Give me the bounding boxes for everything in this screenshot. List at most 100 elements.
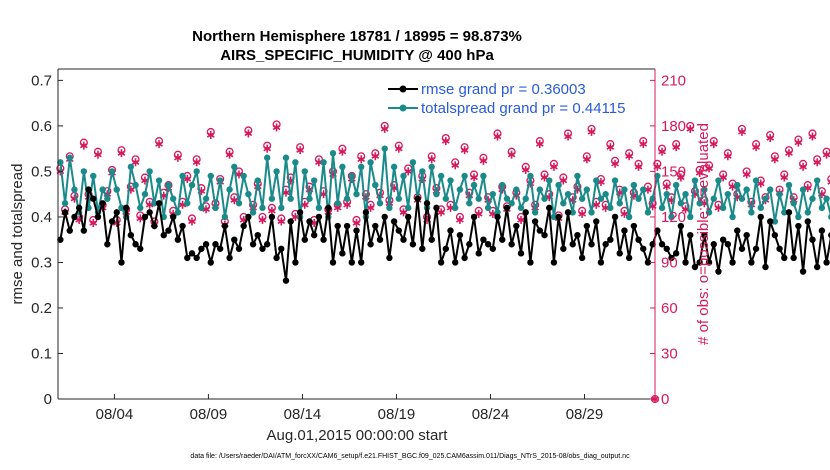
totalspread-point	[442, 195, 450, 202]
obs-evaluated-point	[258, 215, 267, 224]
totalspread-point	[339, 163, 346, 171]
rmse-point	[339, 250, 346, 257]
totalspread-point	[71, 186, 78, 193]
rmse-point	[306, 218, 313, 225]
y-tick-label: 0.1	[31, 345, 52, 362]
totalspread-point	[292, 159, 299, 166]
rmse-point	[738, 245, 746, 252]
rmse-point	[94, 213, 102, 221]
obs-evaluated-point	[587, 127, 596, 136]
rmse-point	[672, 250, 680, 257]
legend-spread-label: totalspread grand pr = 0.44115	[421, 100, 625, 117]
obs-evaluated-point	[742, 170, 751, 179]
obs-evaluated-point	[564, 132, 572, 141]
totalspread-point	[734, 181, 741, 189]
rmse-point	[184, 254, 191, 262]
obs-evaluated-point	[785, 149, 793, 158]
totalspread-point	[386, 204, 393, 212]
obs-evaluated-point	[174, 153, 182, 162]
totalspread-point	[654, 172, 661, 180]
rmse-point	[207, 259, 214, 266]
obs-evaluated-point	[456, 215, 464, 224]
totalspread-point	[569, 209, 576, 216]
legend-box	[384, 74, 646, 118]
totalspread-point	[607, 204, 614, 212]
obs-evaluated-point	[672, 143, 681, 152]
rmse-point	[386, 254, 393, 262]
totalspread-point	[329, 150, 337, 157]
rmse-point	[625, 254, 633, 262]
rmse-point	[795, 222, 802, 230]
rmse-point	[823, 259, 830, 266]
rmse-point	[724, 241, 732, 248]
totalspread-point	[461, 172, 468, 180]
rmse-point	[122, 204, 130, 212]
obs-evaluated-point	[662, 182, 671, 191]
totalspread-point	[456, 186, 464, 193]
totalspread-point	[494, 209, 501, 216]
totalspread-point	[155, 177, 163, 184]
rmse-point	[75, 204, 83, 212]
rmse-point	[165, 227, 172, 234]
rmse-point	[245, 213, 252, 221]
totalspread-point	[343, 195, 351, 202]
rmse-point	[593, 218, 600, 225]
totalspread-point	[137, 204, 144, 212]
rmse-point	[508, 241, 515, 248]
obs-evaluated-point	[437, 208, 445, 217]
totalspread-point	[334, 200, 341, 207]
rmse-point	[310, 231, 318, 239]
rmse-point	[799, 268, 807, 275]
rmse-point	[231, 236, 238, 243]
rmse-point	[602, 241, 609, 248]
rmse-point	[597, 259, 605, 266]
totalspread-point	[513, 186, 520, 193]
totalspread-point	[752, 177, 760, 184]
rmse-point	[376, 236, 384, 243]
rmse-point	[108, 218, 116, 225]
totalspread-point	[560, 200, 567, 207]
rmse-point	[456, 231, 464, 239]
totalspread-point	[672, 181, 680, 189]
totalspread-point	[179, 172, 186, 180]
obs-evaluated-point	[771, 155, 779, 164]
rmse-point	[419, 245, 426, 252]
totalspread-point	[240, 172, 247, 180]
rmse-point	[569, 241, 576, 248]
rmse-point	[499, 236, 506, 243]
totalspread-point	[809, 195, 816, 202]
rmse-point	[409, 241, 417, 248]
rmse-point	[169, 213, 177, 221]
rmse-point	[541, 231, 548, 239]
rmse-point	[583, 222, 591, 230]
rmse-point	[127, 231, 135, 239]
rmse-point	[301, 236, 308, 243]
rmse-point	[240, 222, 247, 230]
totalspread-point	[212, 204, 219, 212]
obs-evaluated-point	[578, 209, 587, 218]
y2-tick-label: 150	[661, 163, 686, 180]
obs-evaluated-point	[394, 144, 403, 153]
totalspread-point	[475, 195, 482, 202]
totalspread-point	[118, 204, 125, 212]
obs-evaluated-point	[277, 217, 286, 226]
totalspread-point	[766, 186, 774, 193]
totalspread-point	[687, 213, 694, 221]
obs-evaluated-point	[272, 123, 281, 132]
totalspread-point	[748, 209, 755, 216]
obs-evaluated-point	[441, 137, 450, 146]
rmse-point	[489, 245, 497, 252]
rmse-point	[282, 277, 290, 284]
obs-evaluated-point	[611, 159, 619, 168]
rmse-point	[113, 209, 120, 216]
rmse-point	[644, 259, 652, 266]
y2-tick-label: 30	[661, 345, 678, 362]
totalspread-point	[169, 195, 177, 202]
totalspread-point	[80, 168, 88, 175]
rmse-point	[287, 218, 294, 225]
totalspread-point	[202, 195, 210, 202]
totalspread-point	[630, 181, 638, 189]
obs-evaluated-point	[780, 173, 789, 182]
obs-evaluated-point	[206, 131, 215, 139]
rmse-point	[226, 254, 233, 262]
